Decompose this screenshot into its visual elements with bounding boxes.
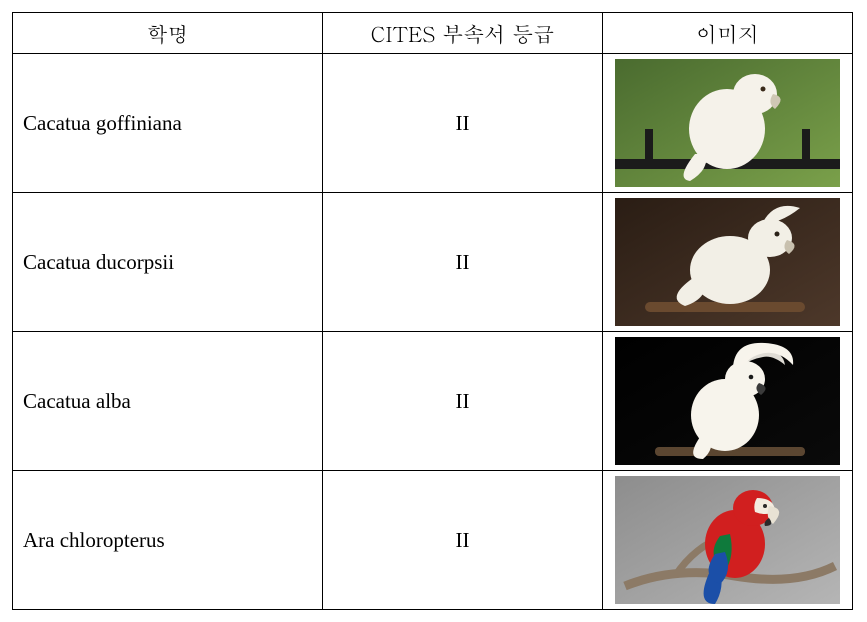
col-header-grade: CITES 부속서 등급	[323, 13, 603, 54]
species-grade: II	[323, 471, 603, 610]
col-header-image: 이미지	[603, 13, 853, 54]
species-thumbnail	[615, 59, 840, 187]
table-row: Cacatua ducorpsii II	[13, 193, 853, 332]
table-header-row: 학명 CITES 부속서 등급 이미지	[13, 13, 853, 54]
bird-illustration	[615, 337, 840, 465]
species-grade: II	[323, 54, 603, 193]
species-image-cell	[603, 54, 853, 193]
species-image-cell	[603, 193, 853, 332]
col-header-name: 학명	[13, 13, 323, 54]
bird-illustration	[615, 198, 840, 326]
bird-illustration	[615, 59, 840, 187]
species-name: Ara chloropterus	[13, 471, 323, 610]
table-row: Cacatua goffiniana II	[13, 54, 853, 193]
bird-illustration	[615, 476, 840, 604]
table-row: Cacatua alba II	[13, 332, 853, 471]
species-image-cell	[603, 471, 853, 610]
species-name: Cacatua goffiniana	[13, 54, 323, 193]
cites-species-table: 학명 CITES 부속서 등급 이미지 Cacatua goffiniana I…	[12, 12, 853, 610]
species-grade: II	[323, 332, 603, 471]
species-image-cell	[603, 332, 853, 471]
species-name: Cacatua ducorpsii	[13, 193, 323, 332]
species-name: Cacatua alba	[13, 332, 323, 471]
species-thumbnail	[615, 337, 840, 465]
species-grade: II	[323, 193, 603, 332]
species-thumbnail	[615, 476, 840, 604]
species-thumbnail	[615, 198, 840, 326]
table-body: Cacatua goffiniana II	[13, 54, 853, 610]
table-row: Ara chloropterus II	[13, 471, 853, 610]
